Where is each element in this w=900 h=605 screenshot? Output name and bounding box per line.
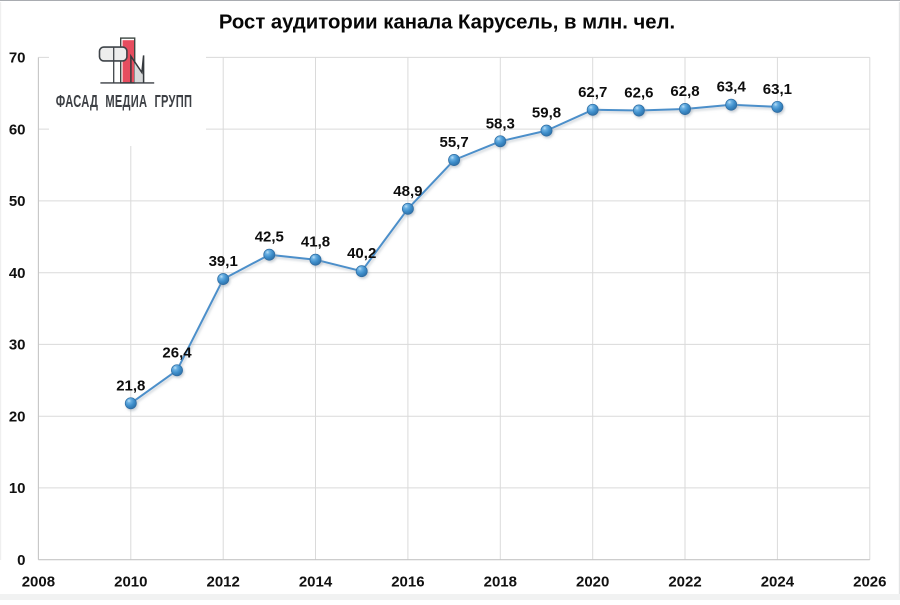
svg-text:2014: 2014 — [299, 574, 333, 591]
svg-text:39,1: 39,1 — [209, 253, 238, 270]
svg-text:50: 50 — [9, 193, 26, 210]
svg-text:62,7: 62,7 — [578, 84, 607, 101]
svg-text:48,9: 48,9 — [393, 183, 422, 200]
svg-text:55,7: 55,7 — [439, 134, 468, 151]
svg-text:2018: 2018 — [484, 574, 517, 591]
svg-text:2008: 2008 — [22, 574, 55, 591]
svg-text:10: 10 — [9, 480, 26, 497]
svg-text:20: 20 — [9, 408, 26, 425]
svg-text:40: 40 — [9, 265, 26, 282]
svg-text:2020: 2020 — [576, 574, 609, 591]
svg-text:70: 70 — [9, 50, 26, 67]
svg-text:2010: 2010 — [114, 574, 147, 591]
svg-text:2012: 2012 — [207, 574, 240, 591]
svg-text:63,4: 63,4 — [717, 79, 747, 96]
svg-text:62,6: 62,6 — [624, 85, 653, 102]
svg-text:59,8: 59,8 — [532, 105, 561, 122]
svg-text:62,8: 62,8 — [670, 83, 699, 100]
svg-text:58,3: 58,3 — [486, 115, 515, 132]
svg-text:2026: 2026 — [853, 574, 886, 591]
svg-text:63,1: 63,1 — [763, 81, 792, 98]
svg-text:2022: 2022 — [668, 574, 701, 591]
svg-text:40,2: 40,2 — [347, 245, 376, 262]
svg-text:ФАСАД МЕДИА ГРУПП: ФАСАД МЕДИА ГРУПП — [56, 93, 192, 112]
svg-text:41,8: 41,8 — [301, 234, 330, 251]
svg-text:60: 60 — [9, 121, 26, 138]
svg-text:0: 0 — [17, 552, 25, 569]
svg-text:Рост аудитории канала Карусель: Рост аудитории канала Карусель, в млн. ч… — [219, 11, 675, 33]
svg-text:2024: 2024 — [761, 574, 795, 591]
svg-text:2016: 2016 — [391, 574, 424, 591]
svg-text:21,8: 21,8 — [116, 377, 145, 394]
svg-text:26,4: 26,4 — [162, 344, 192, 361]
svg-text:30: 30 — [9, 337, 26, 354]
svg-text:42,5: 42,5 — [255, 229, 284, 246]
